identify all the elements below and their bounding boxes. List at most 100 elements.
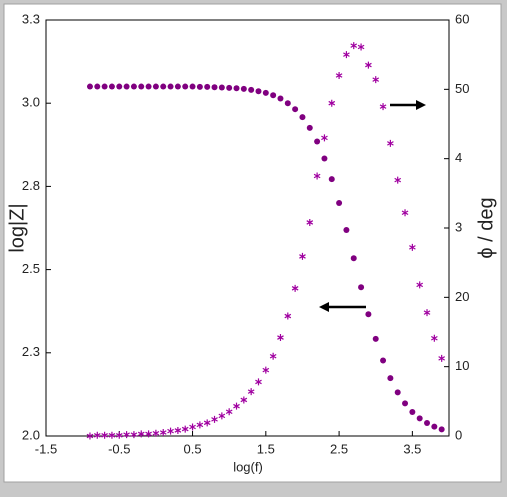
data-point [255, 378, 262, 386]
data-point [130, 431, 138, 439]
data-point [269, 352, 277, 360]
y-tick-label: 3.0 [22, 95, 40, 110]
data-point [93, 431, 101, 439]
data-point [350, 42, 358, 50]
data-point [233, 85, 240, 92]
data-point [438, 426, 445, 433]
data-point [358, 284, 365, 291]
data-point [423, 309, 431, 317]
data-point [357, 43, 365, 51]
y-tick-label: 2.3 [22, 344, 40, 359]
data-point [94, 83, 101, 90]
data-point [292, 106, 299, 113]
data-point [211, 84, 218, 91]
data-point [137, 430, 145, 438]
data-point [416, 281, 424, 289]
data-point [387, 139, 394, 147]
data-point [306, 218, 314, 226]
data-point [225, 408, 233, 416]
x-tick-label: 1.5 [257, 441, 275, 456]
data-point [365, 61, 372, 69]
data-point [152, 83, 159, 90]
data-point [328, 176, 335, 183]
data-point [167, 427, 174, 435]
data-point [431, 334, 438, 342]
data-point [108, 83, 115, 90]
data-point [189, 423, 196, 431]
data-point [174, 426, 182, 434]
y2-tick-label: 3 [455, 219, 462, 234]
data-point [314, 138, 321, 145]
data-point [394, 176, 402, 184]
data-point [101, 431, 108, 439]
y-tick-label: 3.3 [22, 11, 40, 26]
data-point [277, 334, 284, 342]
data-point [152, 429, 160, 437]
data-point [101, 83, 108, 90]
data-point [123, 83, 130, 90]
data-point [402, 400, 409, 407]
y2-axis-label: ϕ / deg [475, 197, 497, 258]
data-point [211, 415, 218, 423]
data-point [218, 84, 225, 91]
data-point [343, 51, 350, 59]
data-point [189, 83, 196, 90]
data-point [181, 425, 189, 433]
data-point [387, 375, 394, 382]
data-point [86, 432, 94, 440]
annotation-arrows [319, 100, 426, 312]
data-point [424, 420, 431, 427]
data-point [204, 83, 211, 90]
data-point [233, 402, 240, 410]
y2-tick-label: 60 [455, 11, 469, 26]
y-tick-label: 2.8 [22, 178, 40, 193]
data-point [262, 89, 269, 96]
data-point [218, 412, 226, 420]
data-point [108, 431, 116, 439]
data-point [240, 396, 248, 404]
x-tick-label: 3.5 [403, 441, 421, 456]
data-point [438, 354, 446, 362]
data-point [116, 83, 123, 90]
data-point [431, 423, 438, 430]
data-point [313, 172, 321, 180]
data-point [138, 83, 145, 90]
y2-tick-label: 4 [455, 150, 462, 165]
data-point [350, 255, 357, 262]
data-point [262, 366, 270, 374]
x-tick-label: -1.5 [35, 441, 57, 456]
data-point [321, 134, 328, 142]
y-tick-label: 2.0 [22, 427, 40, 442]
y2-tick-label: 50 [455, 81, 469, 96]
data-point [247, 388, 255, 396]
y-tick-label: 2.5 [22, 261, 40, 276]
data-point [299, 114, 306, 121]
data-point [270, 92, 277, 99]
data-point [365, 311, 372, 318]
y2-tick-label: 0 [455, 427, 462, 442]
data-point [159, 429, 167, 437]
data-point [343, 226, 350, 233]
y-axis-label: log|Z| [6, 203, 28, 252]
data-point [248, 86, 255, 93]
data-point [277, 95, 284, 102]
data-point [284, 312, 292, 320]
x-axis-label: log(f) [233, 459, 263, 474]
data-point [379, 103, 387, 111]
data-point [160, 83, 167, 90]
data-point [240, 85, 247, 92]
y2-tick-label: 10 [455, 358, 469, 373]
data-point [167, 83, 174, 90]
data-point [226, 84, 233, 91]
x-tick-label: -0.5 [108, 441, 130, 456]
data-point [372, 335, 379, 342]
data-point [145, 83, 152, 90]
x-tick-label: 0.5 [184, 441, 202, 456]
data-point [335, 71, 343, 79]
data-point [409, 243, 416, 251]
data-point [196, 83, 203, 90]
arrowhead-right [416, 100, 426, 110]
data-point [284, 100, 291, 107]
